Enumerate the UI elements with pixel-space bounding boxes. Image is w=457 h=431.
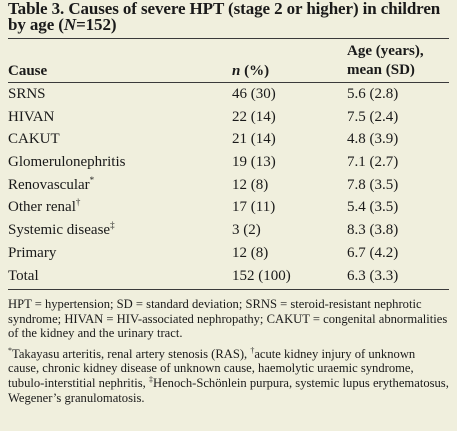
cell-n: 19 (13) xyxy=(232,154,276,171)
title-text: Table 3. Causes of severe HPT (stage 2 o… xyxy=(8,0,441,34)
table-row: Other renal† 17 (11) 5.4 (3.5) xyxy=(8,197,449,220)
cell-age: 4.8 (3.9) xyxy=(347,131,399,148)
cell-n: 22 (14) xyxy=(232,108,276,125)
cell-n: 152 (100) xyxy=(232,267,291,284)
cell-n: 46 (30) xyxy=(232,86,276,102)
table-footnotes: HPT = hypertension; SD = standard deviat… xyxy=(8,297,449,405)
header-age-line1: Age (years), xyxy=(347,43,424,59)
cell-cause: HIVAN xyxy=(8,108,55,125)
cell-age: 7.1 (2.7) xyxy=(347,154,399,171)
footnote-causes: *Takayasu arteritis, renal artery stenos… xyxy=(8,345,449,405)
footnote-star-text: Takayasu arteritis, renal artery stenosi… xyxy=(12,346,251,361)
cell-n: 12 (8) xyxy=(232,244,269,261)
footnote-mark: * xyxy=(89,174,95,185)
cause-label: Renovascular xyxy=(8,176,90,193)
cell-cause: CAKUT xyxy=(8,131,60,148)
footnote-ddagger: ‡ xyxy=(148,374,153,384)
table-row: CAKUT 21 (14) 4.8 (3.9) xyxy=(8,129,449,152)
cause-label: Other renal xyxy=(8,199,76,216)
table-row: HIVAN 22 (14) 7.5 (2.4) xyxy=(8,107,449,130)
cell-n: 21 (14) xyxy=(232,131,276,148)
cell-cause: Renovascular* xyxy=(8,174,95,194)
cell-cause: Glomerulonephritis xyxy=(8,154,126,171)
cell-cause: Total xyxy=(8,267,39,284)
footnote-abbreviations: HPT = hypertension; SD = standard deviat… xyxy=(8,297,448,341)
cell-n: 12 (8) xyxy=(232,176,269,193)
bottom-rule xyxy=(8,289,449,290)
title-suffix: =152) xyxy=(76,15,117,34)
cell-age: 5.4 (3.5) xyxy=(347,199,399,216)
footnote-dagger-text: acute kidney injury of unknown cause, ch… xyxy=(8,346,416,390)
header-n-rest: (%) xyxy=(240,63,270,79)
cause-label: Systemic disease xyxy=(8,222,111,239)
header-age-line2: mean (SD) xyxy=(347,62,415,78)
header-cause: Cause xyxy=(8,63,48,79)
table-title: Table 3. Causes of severe HPT (stage 2 o… xyxy=(8,0,453,34)
header-n: n (%) xyxy=(232,62,269,81)
title-n: N xyxy=(63,15,77,34)
cell-cause: Primary xyxy=(8,244,57,261)
top-rule xyxy=(8,38,449,39)
footnote-mark: ‡ xyxy=(110,220,115,231)
header-age: Age (years), mean (SD) xyxy=(347,42,424,80)
header-n-italic: n xyxy=(232,63,241,79)
header-rule xyxy=(8,82,449,83)
footnote-ddagger-text: Henoch-Schönlein purpura, systemic lupus… xyxy=(8,375,449,405)
table-row-total: Total 152 (100) 6.3 (3.3) xyxy=(8,266,449,289)
footnote-star: * xyxy=(8,345,12,355)
table-row: Renovascular* 12 (8) 7.8 (3.5) xyxy=(8,175,449,198)
cell-age: 7.8 (3.5) xyxy=(347,176,399,193)
cell-cause: Systemic disease‡ xyxy=(8,220,115,239)
cell-age: 5.6 (2.8) xyxy=(347,86,399,102)
cell-cause: SRNS xyxy=(8,86,46,102)
footnote-mark: † xyxy=(75,197,81,208)
table-row: Systemic disease‡ 3 (2) 8.3 (3.8) xyxy=(8,220,449,243)
table-row: SRNS 46 (30) 5.6 (2.8) xyxy=(8,84,449,107)
cell-n: 17 (11) xyxy=(232,199,276,216)
cell-age: 7.5 (2.4) xyxy=(347,108,399,125)
table-body: SRNS 46 (30) 5.6 (2.8) HIVAN 22 (14) 7.5 (2.… xyxy=(8,84,449,288)
cell-age: 8.3 (3.8) xyxy=(347,222,399,239)
cell-age: 6.7 (4.2) xyxy=(347,244,399,261)
cell-age: 6.3 (3.3) xyxy=(347,267,399,284)
cell-n: 3 (2) xyxy=(232,222,261,239)
table-row: Primary 12 (8) 6.7 (4.2) xyxy=(8,243,449,266)
table-row: Glomerulonephritis 19 (13) 7.1 (2.7) xyxy=(8,152,449,175)
footnote-dagger: † xyxy=(250,345,255,355)
cell-cause: Other renal† xyxy=(8,197,81,216)
